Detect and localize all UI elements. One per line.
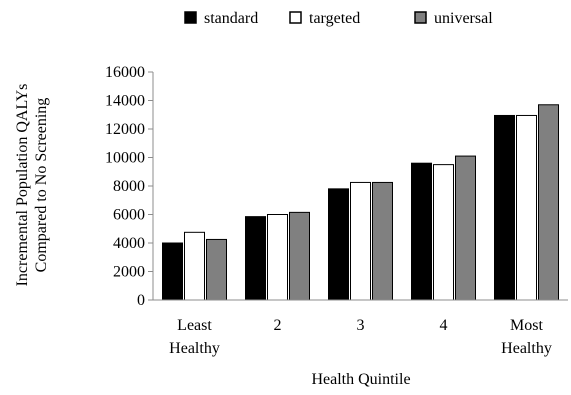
x-tick-label: Least: [177, 317, 212, 334]
bar-targeted-4: [516, 114, 537, 301]
bar-targeted-1: [267, 214, 288, 301]
y-tick-label: 16000: [105, 64, 145, 81]
y-axis-title-line: Compared to No Screening: [33, 98, 50, 273]
bar-standard-0: [162, 242, 183, 301]
bar-universal-2: [372, 181, 393, 301]
bar-universal-4: [538, 104, 559, 301]
legend-label-targeted: targeted: [309, 10, 360, 27]
y-axis-title: Incremental Population QALYs Compared to …: [14, 84, 50, 287]
y-tick-label: 2000: [113, 264, 145, 281]
x-tick-label: 2: [274, 317, 282, 334]
legend-label-standard: standard: [204, 10, 258, 27]
x-tick-label: Most: [510, 317, 543, 334]
x-axis-labels: Least Healthy 2 3 4 Most Healthy: [169, 317, 552, 357]
y-tick-label: 0: [137, 292, 145, 309]
bar-targeted-3: [433, 164, 454, 301]
y-axis-ticks: 0 2000 4000 6000 8000 10000 12000 14000 16000: [105, 64, 153, 309]
y-axis-title-line: Incremental Population QALYs: [14, 84, 31, 287]
bar-targeted-0: [184, 231, 205, 301]
bars: [162, 104, 559, 301]
bar-standard-2: [328, 188, 349, 301]
bar-standard-4: [494, 114, 515, 301]
x-tick-label: Healthy: [169, 340, 220, 357]
x-tick-label: 3: [357, 317, 365, 334]
x-axis-title: Health Quintile: [311, 371, 410, 388]
y-tick-label: 6000: [113, 207, 145, 224]
bar-universal-3: [455, 155, 476, 301]
legend: standard targeted universal: [184, 10, 493, 27]
bar-universal-0: [206, 238, 227, 301]
bar-universal-1: [289, 211, 310, 301]
legend-label-universal: universal: [434, 10, 493, 27]
x-tick-label: 4: [440, 317, 448, 334]
y-tick-label: 8000: [113, 178, 145, 195]
legend-swatch-standard: [184, 11, 197, 24]
y-tick-label: 4000: [113, 235, 145, 252]
legend-swatch-targeted: [289, 11, 302, 24]
y-tick-label: 14000: [105, 93, 145, 110]
bar-standard-3: [411, 162, 432, 301]
y-tick-label: 12000: [105, 121, 145, 138]
bar-standard-1: [245, 216, 266, 301]
x-tick-label: Healthy: [501, 340, 552, 357]
y-tick-label: 10000: [105, 150, 145, 167]
legend-swatch-universal: [414, 11, 427, 24]
bar-targeted-2: [350, 181, 371, 301]
